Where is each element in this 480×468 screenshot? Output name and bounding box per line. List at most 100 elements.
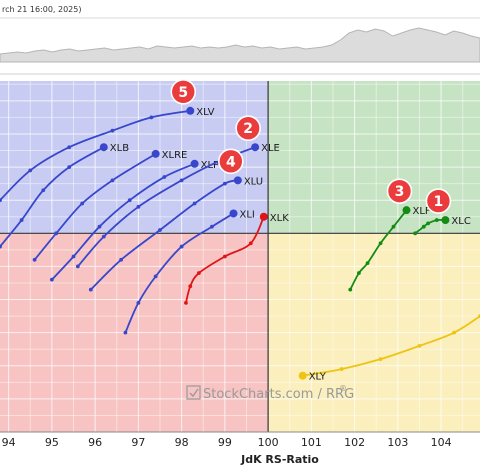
tail-point-xlc (434, 218, 439, 222)
tail-point-xlp (162, 175, 167, 179)
tail-point-xlu (192, 201, 197, 206)
tail-point-xlre (54, 231, 59, 236)
tail-point-xlf (357, 271, 361, 275)
tail-point-xlre (80, 201, 85, 206)
tail-point-xlu (88, 287, 93, 292)
x-tick-label: 99 (218, 436, 232, 449)
symbol-label-xli: XLI (240, 209, 255, 220)
tail-point-xlre (32, 257, 37, 262)
watermark-text: StockCharts.com / RRG (203, 387, 354, 402)
head-point-xlf (402, 206, 411, 215)
tail-point-xlb (41, 188, 46, 193)
tail-point-xly (378, 357, 383, 362)
badge-1: 1 (425, 188, 452, 214)
tail-point-xlp (127, 198, 132, 203)
tail-line-xli (124, 212, 234, 334)
number-badges: 5 2 4 3 1 (170, 79, 452, 214)
tail-point-xli (123, 330, 128, 335)
tail-line-xlv (0, 109, 191, 201)
badge-number-3: 3 (395, 184, 405, 200)
symbol-label-xly: XLY (309, 372, 327, 383)
x-tick-label: 100 (258, 436, 279, 449)
tail-xlb: XLB (0, 143, 129, 249)
tail-point-xlk (184, 300, 188, 305)
symbol-label-xlc: XLC (451, 216, 470, 227)
tail-point-xli (153, 274, 158, 279)
tail-xlre: XLRE (32, 149, 187, 262)
badge-circle-2 (235, 115, 261, 142)
leading-quadrant (268, 81, 480, 234)
tail-xlk: XLK (184, 212, 289, 305)
tail-line-xlp (51, 162, 195, 281)
tail-point-xle (75, 264, 80, 269)
tail-xli: XLI (123, 209, 255, 335)
tail-xlf: XLF (348, 206, 431, 292)
tail-xlu: XLU (88, 176, 263, 292)
tail-point-xlp (49, 277, 54, 282)
tail-point-xlc (421, 224, 426, 229)
tail-point-xlre (110, 178, 115, 183)
tail-point-xlk (248, 241, 253, 246)
tail-point-xlb (0, 244, 2, 249)
tail-point-xli (209, 224, 214, 229)
x-tick-label: 96 (88, 436, 102, 449)
head-point-xlu (233, 176, 242, 185)
tail-xlc: XLC (413, 216, 471, 236)
price-area (0, 27, 480, 63)
head-point-xlre (151, 149, 160, 158)
tail-point-xlc (413, 231, 418, 236)
badge-circle-1 (425, 188, 452, 214)
symbol-label-xlf: XLF (412, 206, 430, 217)
badge-circle-3 (386, 178, 413, 204)
head-point-xly (298, 371, 307, 380)
badge-5: 5 (170, 79, 197, 105)
tail-point-xly (417, 344, 422, 348)
tail-point-xlu (119, 257, 123, 262)
symbol-label-xlb: XLB (110, 143, 129, 154)
x-tick-label: 97 (131, 436, 145, 449)
badge-3: 3 (386, 178, 413, 204)
tail-point-xle (179, 178, 184, 183)
head-point-xlb (99, 143, 108, 152)
tail-point-xlv (67, 145, 72, 150)
badge-circle-5 (170, 79, 197, 105)
tail-point-xlk (188, 284, 193, 289)
badge-number-1: 1 (434, 194, 444, 210)
head-point-xli (229, 209, 238, 218)
badge-circle-4 (218, 148, 244, 175)
x-tick-label: 104 (431, 436, 452, 449)
tail-point-xlu (222, 181, 227, 186)
tail-point-xlb (67, 165, 72, 169)
head-point-xlv (186, 106, 195, 115)
tail-point-xlp (71, 254, 76, 259)
tail-point-xlf (378, 241, 383, 246)
tail-point-xlb (19, 218, 24, 222)
x-tick-label: 94 (2, 436, 16, 449)
tail-point-xlv (28, 168, 33, 173)
x-tick-label: 102 (344, 436, 365, 449)
watermark: StockCharts.com / RRG ® (186, 384, 354, 402)
x-tick-label: 103 (387, 436, 408, 449)
x-axis-label: JdK RS-Ratio (240, 453, 319, 466)
badge-4: 4 (218, 148, 244, 175)
tail-point-xlf (391, 224, 396, 229)
date-range-text: rch 21 16:00, 2025) (2, 5, 81, 14)
head-point-xlk (259, 212, 268, 221)
x-tick-label: 101 (301, 436, 322, 449)
symbol-label-xle: XLE (261, 143, 280, 154)
tail-point-xlc (426, 221, 431, 226)
tail-point-xlu (158, 228, 162, 232)
badge-number-4: 4 (226, 154, 236, 170)
badge-number-2: 2 (243, 121, 253, 137)
x-tick-labels: 94 95 96 97 98 99 100 101 102 103 104 (2, 436, 452, 449)
symbol-label-xlu: XLU (244, 176, 263, 187)
tail-point-xle (136, 204, 141, 209)
head-point-xlp (190, 159, 199, 168)
tail-point-xle (101, 234, 106, 239)
price-panel: rch 21 16:00, 2025) (0, 0, 480, 75)
tail-point-xly (339, 367, 344, 371)
head-point-xlc (441, 216, 450, 225)
x-tick-label: 98 (175, 436, 189, 449)
head-point-xle (251, 143, 260, 152)
